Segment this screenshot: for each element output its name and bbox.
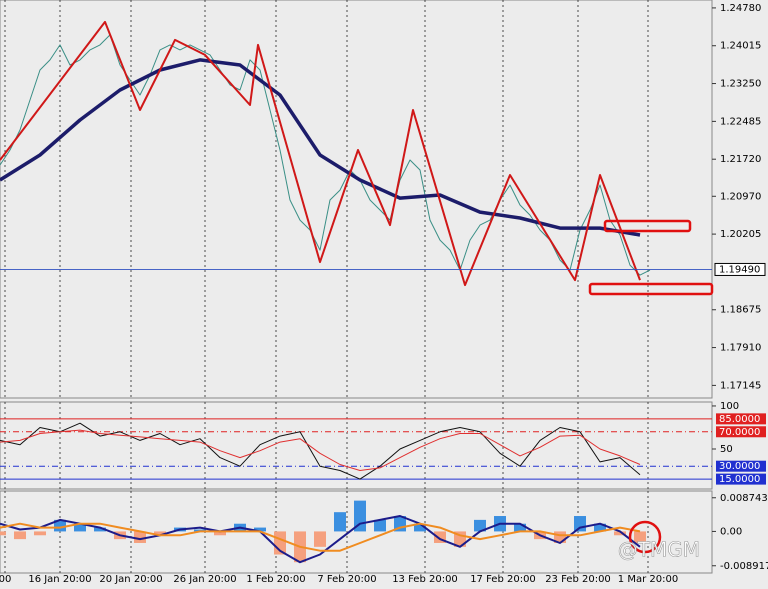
histogram-bar <box>574 516 586 532</box>
series-line <box>0 58 641 237</box>
annotation-box <box>588 282 714 296</box>
annotation-circle <box>628 520 662 554</box>
y-tick-label: 1.17145 <box>720 380 761 391</box>
series-line <box>0 422 641 480</box>
x-tick-label: 20 Jan 20:00 <box>99 574 162 585</box>
y-tick-label: 1.21720 <box>720 154 761 165</box>
y-tick-label: 0.0087436 <box>720 493 768 504</box>
histogram-bar <box>254 527 266 532</box>
y-tick-label: 1.24780 <box>720 3 761 14</box>
x-tick-label: 7 Feb 20:00 <box>317 574 376 585</box>
last-price-box <box>714 262 766 276</box>
histogram-bar <box>614 531 626 536</box>
y-tick-label: 100 <box>720 401 739 412</box>
histogram-bar <box>54 519 66 532</box>
series-line <box>0 34 651 276</box>
histogram-bar <box>14 531 26 540</box>
price-panel <box>0 0 713 399</box>
y-tick-label: 0.00 <box>720 526 742 537</box>
histogram-bar <box>334 512 346 532</box>
histogram-bar <box>514 523 526 532</box>
x-tick-label: 1 Feb 20:00 <box>246 574 305 585</box>
x-tick-label: 23 Feb 20:00 <box>545 574 611 585</box>
histogram-bar <box>554 531 566 543</box>
histogram-bar <box>34 531 46 536</box>
histogram-bar <box>154 531 166 536</box>
y-tick-label: 1.24015 <box>720 41 761 52</box>
histogram-bar <box>634 531 646 543</box>
histogram-bar <box>314 531 326 547</box>
histogram-bar <box>94 527 106 532</box>
x-tick-label: 26 Jan 20:00 <box>173 574 236 585</box>
level-label: 30.0000 <box>719 461 760 472</box>
last-price-label: 1.19490 <box>719 264 760 275</box>
histogram-bar <box>474 519 486 532</box>
series-line <box>0 429 641 471</box>
level-label-box <box>716 413 766 425</box>
level-label: 15.0000 <box>719 474 760 485</box>
x-tick-label: 1 Mar 20:00 <box>618 574 678 585</box>
annotation-box <box>603 219 692 233</box>
y-tick-label: 1.23250 <box>720 79 761 90</box>
x-tick-label: 13 Feb 20:00 <box>392 574 458 585</box>
histogram-bar <box>74 523 86 532</box>
histogram-bar <box>134 531 146 543</box>
x-tick-label: 00 <box>0 574 11 585</box>
y-tick-label: -0.0089176 <box>720 561 768 572</box>
x-tick-label: 17 Feb 20:00 <box>470 574 536 585</box>
histogram-bar <box>434 531 446 543</box>
oscillator-panel <box>0 401 713 490</box>
watermark: @TMGM <box>618 538 700 562</box>
y-tick-label: 1.20205 <box>720 229 761 240</box>
level-label-box <box>716 473 766 485</box>
histogram-bar <box>374 519 386 532</box>
series-line <box>0 20 641 287</box>
x-tick-label: 16 Jan 20:00 <box>28 574 91 585</box>
histogram-bar <box>594 523 606 532</box>
level-label: 70.0000 <box>719 427 760 438</box>
level-label: 85.0000 <box>719 414 760 425</box>
level-label-box <box>716 460 766 472</box>
histogram-bar <box>414 523 426 532</box>
y-tick-label: 1.20970 <box>720 191 761 202</box>
y-tick-label: 1.18675 <box>720 305 761 316</box>
y-tick-label: 50 <box>720 444 733 455</box>
histogram-bar <box>214 531 226 536</box>
y-tick-label: 1.17910 <box>720 343 761 354</box>
y-tick-label: 1.22485 <box>720 116 761 127</box>
series-line <box>0 522 641 552</box>
level-label-box <box>716 426 766 438</box>
histogram-bar <box>0 531 6 536</box>
